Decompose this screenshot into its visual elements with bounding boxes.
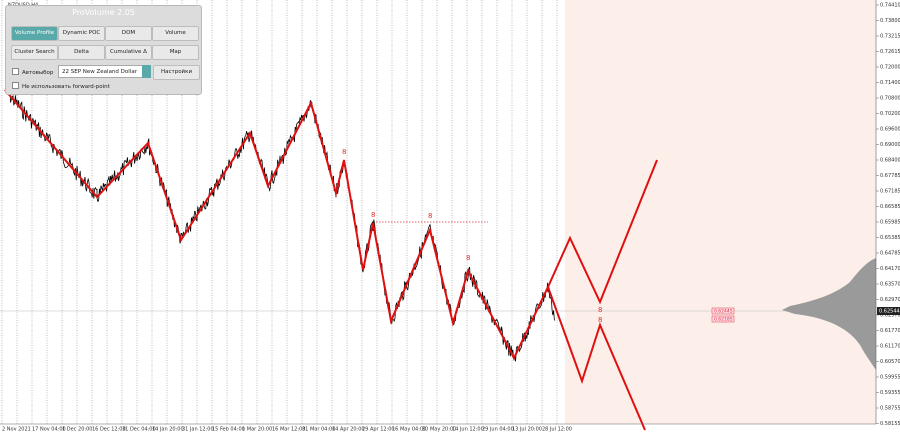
wave-label: 8 xyxy=(598,316,602,324)
time-label: 13 Jul 20:00 xyxy=(512,427,542,433)
time-label: 16 Mar 12:00 xyxy=(272,427,305,433)
checkbox[interactable]: Не использовать forward-point xyxy=(12,82,110,91)
level-box xyxy=(711,315,735,323)
wave-label: 8 xyxy=(598,306,602,314)
button[interactable]: Delta xyxy=(58,45,105,60)
price-label: 0.64170 xyxy=(880,266,900,272)
button[interactable]: Dynamic POC xyxy=(58,26,105,41)
projection-down xyxy=(547,286,646,431)
price-label: 0.61770 xyxy=(880,328,900,334)
price-label: 0.73215 xyxy=(880,34,900,40)
price-label: 0.63570 xyxy=(880,282,900,288)
button[interactable]: Cumulative Δ xyxy=(105,45,152,60)
price-label: 0.71400 xyxy=(880,80,900,86)
price-label: 0.67785 xyxy=(880,173,900,179)
volume-profile xyxy=(782,258,876,370)
button[interactable]: Map xyxy=(152,45,199,60)
future-bg xyxy=(565,0,876,424)
time-label: 1 Dec 20:00 xyxy=(62,427,92,433)
level-label: 0.62185 xyxy=(714,317,733,323)
time-label: 16 May 04:00 xyxy=(392,427,426,433)
price-label: 0.59955 xyxy=(880,375,900,381)
wave-label: 8 xyxy=(371,211,375,219)
level-label: 0.62445 xyxy=(714,309,733,315)
price-label: 0.74410 xyxy=(880,3,900,9)
price-label: 0.70800 xyxy=(880,96,900,102)
wave-label: 8 xyxy=(466,254,470,262)
price-label: 0.69600 xyxy=(880,127,900,133)
current-price-box xyxy=(877,307,900,315)
price-label: 0.67185 xyxy=(880,189,900,195)
time-label: 31 Jan 12:00 xyxy=(182,427,214,433)
time-label: 31 Dec 04:00 xyxy=(122,427,156,433)
time-label: 31 Mar 04:00 xyxy=(302,427,335,433)
button[interactable]: DOM xyxy=(105,26,152,41)
time-axis: 2 Nov 2021 17 Nov 04:001 Dec 20:00 16 Dec … xyxy=(2,427,572,433)
zigzag xyxy=(4,89,549,361)
time-label: 29 Jun 04:00 xyxy=(482,427,514,433)
time-label: 29 Apr 12:00 xyxy=(362,427,395,433)
price-label: 0.72615 xyxy=(880,49,900,55)
time-label: 17 Nov 04:00 xyxy=(32,427,66,433)
price-label: 0.65985 xyxy=(880,220,900,226)
price-label: 0.64785 xyxy=(880,251,900,257)
price-label: 0.73800 xyxy=(880,18,900,24)
provolume-panel: ProVolume 2.05 Volume Profile Dynamic PO… xyxy=(5,5,202,95)
projection-up xyxy=(547,159,658,305)
price-label: 0.59355 xyxy=(880,390,900,396)
price-label: 0.68400 xyxy=(880,158,900,164)
level-box xyxy=(711,307,735,315)
time-label: 15 Feb 04:00 xyxy=(212,427,245,433)
button[interactable]: Cluster Search xyxy=(11,45,58,60)
time-label: 14 Jan 20:00 xyxy=(152,427,184,433)
time-label: 30 May 20:00 xyxy=(422,427,456,433)
time-label: 2 Nov 2021 xyxy=(2,427,31,433)
time-label: 1 Mar 20:00 xyxy=(242,427,272,433)
checkbox[interactable]: Автовыбор xyxy=(12,68,53,77)
price-label: 0.62370 xyxy=(880,313,900,319)
price-label: 0.65385 xyxy=(880,235,900,241)
price-label: 0.70200 xyxy=(880,111,900,117)
wave-labels: 8 8 8 8 8 8 xyxy=(342,148,602,324)
time-label: 14 Jun 12:00 xyxy=(452,427,484,433)
panel-title: ProVolume 2.05 xyxy=(72,8,135,17)
button[interactable]: Volume xyxy=(152,26,199,41)
button[interactable]: Настройки xyxy=(153,65,200,80)
price-label: 0.62970 xyxy=(880,297,900,303)
wave-label: 8 xyxy=(428,212,432,220)
price-label: 0.60570 xyxy=(880,359,900,365)
time-label: 14 Apr 20:00 xyxy=(332,427,365,433)
time-label: 16 Dec 12:00 xyxy=(92,427,126,433)
price-axis: 0.74410 0.73800 0.73215 0.72615 0.72000 0.714… xyxy=(876,3,900,427)
price-label: 0.66585 xyxy=(880,204,900,210)
price-label: 0.61170 xyxy=(880,344,900,350)
price-label: 0.69000 xyxy=(880,142,900,148)
price-label: 0.58755 xyxy=(880,406,900,412)
wave-label: 8 xyxy=(342,148,346,156)
button[interactable]: Volume Profile xyxy=(11,26,58,41)
current-price: 0.62544 xyxy=(879,309,900,315)
price-label: 0.58155 xyxy=(880,421,900,427)
dropdown[interactable]: 22 SEP New Zealand Dollar xyxy=(58,65,151,78)
time-label: 28 Jul 12:00 xyxy=(542,427,572,433)
price-label: 0.72000 xyxy=(880,65,900,71)
